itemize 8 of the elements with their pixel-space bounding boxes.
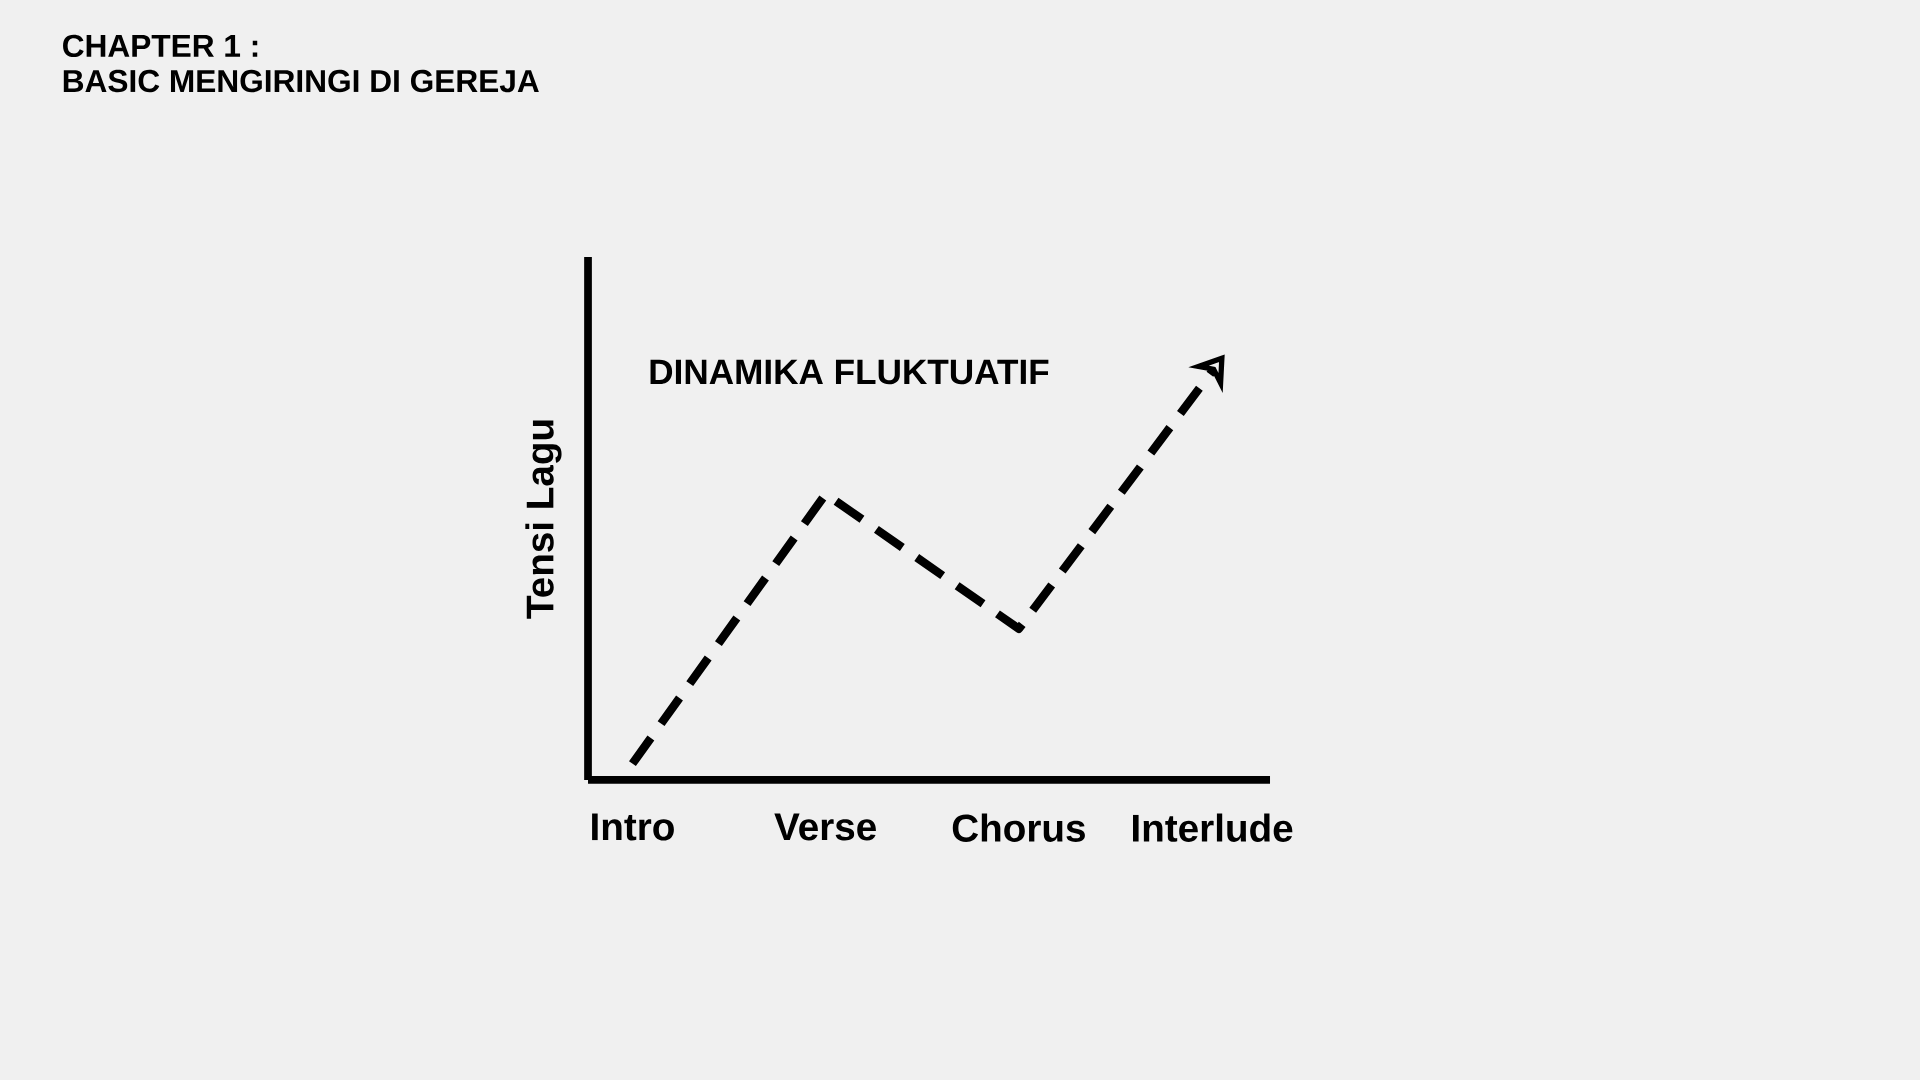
x-tick-label: Chorus bbox=[952, 813, 1085, 842]
y-axis-title: Tensi Lagu bbox=[525, 420, 562, 619]
x-tick-label: Intro bbox=[592, 813, 674, 841]
x-tick-label: Interlude bbox=[1133, 813, 1293, 842]
x-tick-label: Verse bbox=[774, 813, 876, 841]
text: BASIC MENGIRINGI DI GEREJA bbox=[63, 69, 539, 93]
text: CHAPTER 1 : bbox=[63, 34, 258, 58]
annotation: DINAMIKA FLUKTUATIF bbox=[650, 359, 1049, 385]
